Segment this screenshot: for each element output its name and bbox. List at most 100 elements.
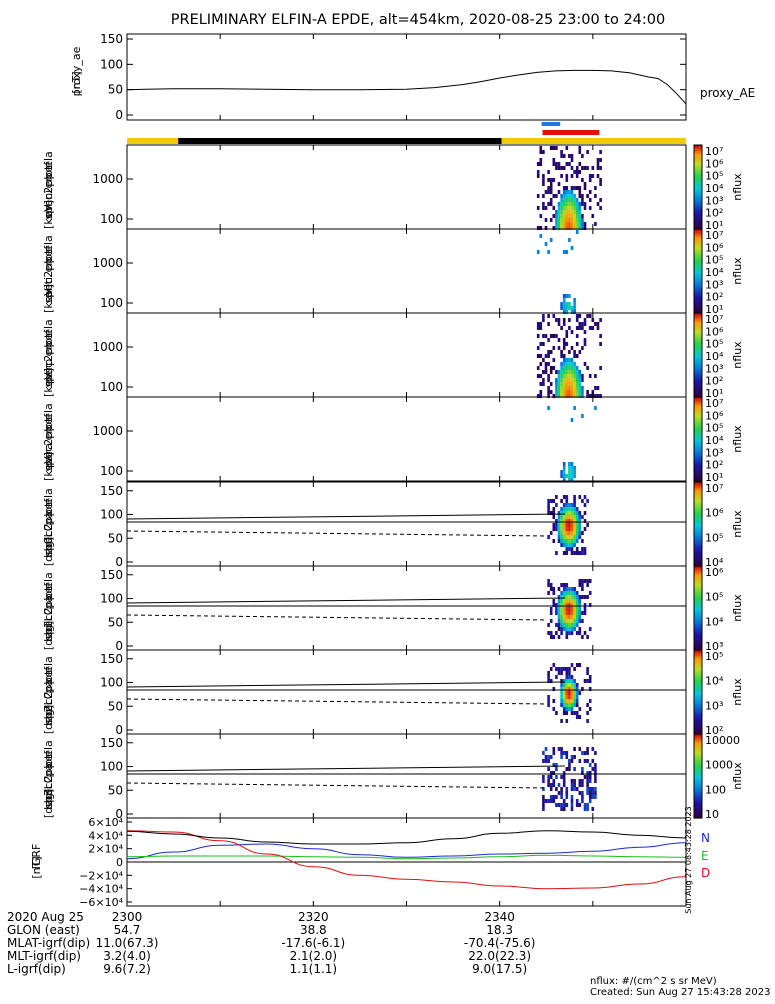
footer-row-glon-label: GLON (east) — [7, 923, 80, 937]
spec-cell — [575, 202, 579, 206]
spec-anti-ytick-1: 1000 — [92, 256, 123, 270]
spec-cell — [560, 695, 563, 699]
colorbar-cell — [694, 447, 702, 450]
spec-cell — [560, 527, 563, 531]
spec-cell — [555, 386, 558, 390]
spec-cell — [565, 294, 569, 298]
spec-cell — [575, 683, 579, 687]
spec-cell — [570, 310, 574, 314]
spec-cell — [542, 787, 545, 791]
spec-para-ylabel-2: en — [42, 427, 55, 441]
spec-cell — [536, 354, 540, 358]
colorbar-cell — [694, 708, 702, 711]
colorbar-cell — [694, 429, 702, 432]
spec-ch2lc-ylabel-2: pa — [42, 680, 55, 694]
colorbar-cell — [694, 560, 702, 563]
spec-cell — [547, 406, 550, 410]
spec-cell — [565, 146, 569, 150]
spec-cell — [570, 631, 574, 635]
spec-cell — [547, 671, 550, 675]
spec-cell — [578, 202, 582, 206]
colorbar-cell — [694, 500, 702, 503]
spec-cell — [573, 611, 576, 615]
spec-cell — [565, 627, 569, 631]
colorbar-cell — [694, 397, 702, 400]
spec-cell — [547, 350, 550, 354]
colorbar-cell — [694, 195, 702, 198]
spec-cell — [581, 635, 584, 639]
colorbar-cell — [694, 528, 702, 531]
spec-cell — [560, 150, 563, 154]
spec-cell — [557, 599, 561, 603]
colorbar-cell — [694, 251, 702, 254]
created-note: Created: Sun Aug 27 15:43:28 2023 — [590, 987, 771, 998]
colorbar-cell — [694, 337, 702, 340]
spec-cell — [573, 603, 576, 607]
spec-cell — [588, 787, 592, 791]
spec-cell — [562, 699, 566, 703]
spec-cell — [573, 587, 576, 591]
spec-cell — [568, 607, 571, 611]
colorbar-cell — [694, 626, 702, 629]
spec-cell — [560, 679, 563, 683]
spec-cell — [565, 547, 569, 551]
spec-omni-ylabel-4: omni — [42, 190, 55, 217]
spec-cell — [570, 358, 574, 362]
spec-cell — [560, 791, 563, 795]
colorbar-cell — [694, 381, 702, 384]
spec-ch2lc-frame — [126, 649, 687, 735]
colorbar-cell — [694, 506, 702, 509]
spec-cell — [557, 386, 561, 390]
spec-cell — [552, 507, 556, 511]
colorbar-cell — [694, 776, 702, 779]
spec-cell — [544, 759, 548, 763]
spec-anti-ylabel-4: anti — [42, 277, 55, 298]
spec-para-colorbar-frame — [693, 396, 703, 482]
colorbar-cell — [694, 556, 702, 559]
spec-ch0lc-cbar-tick-0: 10⁴ — [705, 556, 724, 569]
colorbar-cell — [694, 255, 702, 258]
spec-cell — [575, 334, 579, 338]
spec-cell — [586, 166, 589, 170]
spec-cell — [570, 779, 574, 783]
spec-cell — [578, 326, 582, 330]
spec-cell — [586, 775, 589, 779]
spec-cell — [547, 583, 550, 587]
spec-cell — [573, 523, 576, 527]
spec-cell — [549, 631, 553, 635]
spec-cell — [573, 531, 576, 535]
spec-cell — [581, 198, 584, 202]
spec-cell — [575, 515, 579, 519]
spec-cell — [565, 671, 569, 675]
spec-ch1lc-ylabel-4: ch1LC — [42, 607, 55, 641]
spec-ch0lc-cbar-tick-3: 10⁷ — [705, 482, 723, 495]
spec-cell — [565, 226, 569, 230]
colorbar-cell — [694, 682, 702, 685]
spec-cell — [581, 326, 584, 330]
spec-cell — [575, 378, 579, 382]
spec-cell — [575, 170, 579, 174]
spec-cell — [562, 298, 566, 302]
spec-cell — [573, 350, 576, 354]
spec-cell — [562, 462, 566, 466]
spec-cell — [573, 214, 576, 218]
colorbar-cell — [694, 698, 702, 701]
spec-cell — [583, 631, 587, 635]
spec-cell — [552, 206, 556, 210]
colorbar-cell — [694, 490, 702, 493]
igrf-ytick-4: 2×10⁴ — [88, 843, 123, 856]
spec-cell — [588, 679, 592, 683]
spec-cell — [565, 751, 569, 755]
colorbar-cell — [694, 349, 702, 352]
spec-cell — [552, 771, 556, 775]
spec-cell — [568, 302, 571, 306]
spec-cell — [552, 314, 556, 318]
spec-cell — [578, 627, 582, 631]
spec-cell — [578, 390, 582, 394]
spec-cell — [570, 803, 574, 807]
colorbar-cell — [694, 604, 702, 607]
spec-cell — [562, 695, 566, 699]
spec-ch1lc-cbar-tick-0: 10³ — [705, 640, 723, 653]
